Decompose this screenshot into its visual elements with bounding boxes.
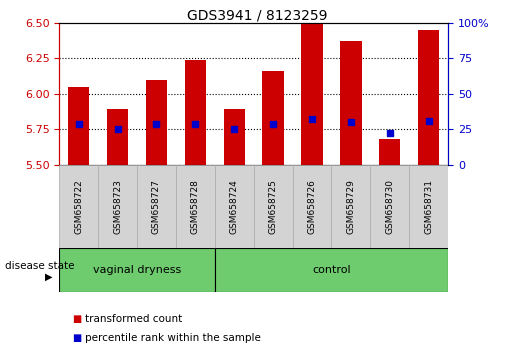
- Text: ▶: ▶: [45, 272, 53, 282]
- Text: ■: ■: [72, 314, 81, 324]
- Text: disease state: disease state: [5, 261, 75, 272]
- Bar: [59, 165, 98, 248]
- Bar: [176, 165, 215, 248]
- Bar: [224, 109, 245, 165]
- Bar: [293, 165, 332, 248]
- Text: GSM658731: GSM658731: [424, 179, 433, 234]
- Bar: [370, 165, 409, 248]
- Bar: [184, 60, 206, 165]
- Text: GSM658729: GSM658729: [347, 179, 355, 234]
- Bar: [215, 248, 448, 292]
- Bar: [137, 165, 176, 248]
- Bar: [418, 30, 439, 165]
- Bar: [107, 109, 128, 165]
- Bar: [215, 165, 253, 248]
- Text: transformed count: transformed count: [85, 314, 182, 324]
- Text: GSM658724: GSM658724: [230, 179, 238, 234]
- Bar: [68, 87, 90, 165]
- Bar: [253, 165, 293, 248]
- Text: percentile rank within the sample: percentile rank within the sample: [85, 333, 261, 343]
- Text: vaginal dryness: vaginal dryness: [93, 265, 181, 275]
- Text: GSM658730: GSM658730: [385, 179, 394, 234]
- Text: GSM658725: GSM658725: [269, 179, 278, 234]
- Bar: [262, 71, 284, 165]
- Bar: [340, 41, 362, 165]
- Bar: [59, 248, 215, 292]
- Bar: [379, 139, 401, 165]
- Bar: [98, 165, 137, 248]
- Bar: [409, 165, 448, 248]
- Bar: [301, 24, 323, 165]
- Text: GSM658722: GSM658722: [74, 179, 83, 234]
- Text: ■: ■: [72, 333, 81, 343]
- Bar: [146, 80, 167, 165]
- Text: GDS3941 / 8123259: GDS3941 / 8123259: [187, 9, 328, 23]
- Text: GSM658727: GSM658727: [152, 179, 161, 234]
- Bar: [332, 165, 370, 248]
- Text: GSM658728: GSM658728: [191, 179, 200, 234]
- Text: control: control: [312, 265, 351, 275]
- Text: GSM658723: GSM658723: [113, 179, 122, 234]
- Text: GSM658726: GSM658726: [307, 179, 316, 234]
